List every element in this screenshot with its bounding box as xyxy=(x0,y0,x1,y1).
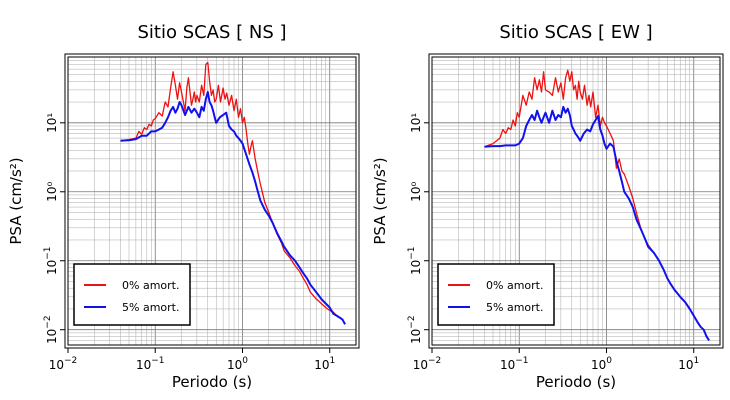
plot-frame xyxy=(431,56,721,346)
series-line-1 xyxy=(120,61,346,325)
plot-frame xyxy=(67,56,357,346)
x-tick-label: 10−2 xyxy=(413,356,442,372)
y-tick-label: 10⁰ xyxy=(45,182,59,202)
series-line-2 xyxy=(484,105,710,341)
y-tick-label: 10−1 xyxy=(407,246,423,275)
x-tick-label: 10−1 xyxy=(136,356,165,372)
x-axis-label: Periodo (s) xyxy=(536,373,616,391)
legend-label-1: 0% amort. xyxy=(486,279,543,292)
chart-panel-1: 10−2 10−1 100 101 10−2 10−1 10⁰ 10¹ Sitio SCAS [… xyxy=(7,22,360,391)
x-tick-label: 10−1 xyxy=(500,356,529,372)
legend-label-2: 5% amort. xyxy=(122,301,179,314)
y-tick-label: 10¹ xyxy=(409,113,423,133)
legend: 0% amort. 5% amort. xyxy=(73,263,191,326)
plot-frame-outer xyxy=(428,53,724,349)
y-axis-label: PSA (cm/s²) xyxy=(7,157,25,244)
x-axis-label: Periodo (s) xyxy=(172,373,252,391)
grid-lines xyxy=(431,56,721,346)
y-axis-label: PSA (cm/s²) xyxy=(371,157,389,244)
legend-label-1: 0% amort. xyxy=(122,279,179,292)
y-tick-label: 10−1 xyxy=(43,246,59,275)
legend: 0% amort. 5% amort. xyxy=(437,263,555,326)
plot-frame-outer xyxy=(64,53,360,349)
x-tick-label: 10−2 xyxy=(49,356,78,372)
y-tick-label: 10−2 xyxy=(407,315,423,344)
series-line-2 xyxy=(120,91,346,325)
y-tick-label: 10⁰ xyxy=(409,182,423,202)
x-tick-label: 101 xyxy=(314,356,335,372)
y-tick-label: 10−2 xyxy=(43,315,59,344)
chart-title: Sitio SCAS [ NS ] xyxy=(137,22,286,43)
x-tick-label: 100 xyxy=(227,356,248,372)
x-tick-label: 101 xyxy=(678,356,699,372)
chart-panel-2: 10−2 10−1 100 101 10−2 10−1 10⁰ 10¹ Sitio SCAS [… xyxy=(371,22,724,391)
y-tick-label: 10¹ xyxy=(45,113,59,133)
legend-label-2: 5% amort. xyxy=(486,301,543,314)
legend-box xyxy=(73,263,191,326)
x-tick-label: 100 xyxy=(591,356,612,372)
chart-title: Sitio SCAS [ EW ] xyxy=(499,22,652,43)
legend-box xyxy=(437,263,555,326)
